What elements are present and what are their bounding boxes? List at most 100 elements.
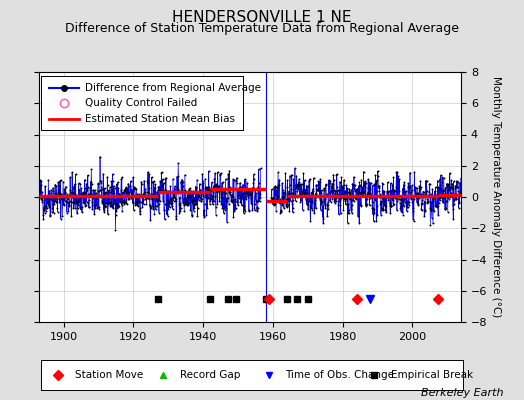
Point [111,196,119,202]
Point [193,205,202,211]
Point [212,181,221,187]
Point [190,196,198,203]
Text: Empirical Break: Empirical Break [391,370,473,380]
Point [378,207,386,214]
Point [343,195,351,201]
Point [191,201,199,207]
Point [439,199,447,206]
Point [407,196,415,202]
Point [412,191,421,197]
Point [200,207,208,213]
Point [212,212,220,218]
Point [125,194,133,201]
Point [54,183,63,189]
Point [425,189,433,196]
Point [445,186,454,193]
Point [242,188,250,194]
Point [79,189,88,196]
Point [281,191,289,198]
Point [340,177,348,183]
Point [214,184,222,190]
Point [134,198,142,205]
Point [46,213,54,220]
Point [455,200,464,206]
Point [144,185,152,192]
Point [199,192,207,198]
Point [294,181,303,187]
Point [391,194,399,200]
Point [220,189,228,195]
Text: HENDERSONVILLE 1 NE: HENDERSONVILLE 1 NE [172,10,352,25]
Point [37,182,46,188]
Point [183,191,192,198]
Point [225,201,233,208]
Point [307,205,315,211]
Point [275,182,283,188]
Point [311,196,319,203]
Point [127,186,135,192]
Point [138,192,146,198]
Point [80,176,89,183]
Point [132,200,140,207]
Point [347,206,355,212]
Point [334,187,342,193]
Point [362,202,370,209]
Point [221,176,230,182]
Point [305,198,314,204]
Text: Estimated Station Mean Bias: Estimated Station Mean Bias [85,114,235,124]
Point [415,183,423,189]
Point [241,176,249,182]
Point [154,184,162,190]
Text: Berkeley Earth: Berkeley Earth [421,388,503,398]
Point [361,180,369,186]
Point [371,197,379,204]
Point [397,197,406,203]
Point [95,191,103,198]
Point [307,195,315,202]
Point [230,208,238,214]
Point [97,194,106,200]
Point [451,184,459,191]
Point [409,216,417,222]
Point [247,191,256,197]
Point [326,190,335,196]
Point [313,187,322,194]
Point [355,220,363,226]
Point [284,202,292,208]
Point [316,206,325,213]
Point [362,180,370,186]
Point [347,186,355,193]
Point [278,180,286,186]
Point [116,194,124,200]
Point [180,202,188,208]
Point [82,198,91,205]
Point [344,201,353,207]
Point [191,198,200,204]
Point [312,182,321,188]
Point [318,198,326,204]
Point [294,178,303,185]
Point [397,208,405,214]
Point [82,180,91,187]
Point [443,180,451,187]
Point [158,181,167,188]
Point [133,199,141,205]
Point [361,183,369,190]
Point [228,199,236,206]
Point [429,193,438,199]
Point [424,192,433,198]
Point [286,182,294,188]
Point [343,186,352,192]
Point [188,212,196,218]
Point [138,196,147,202]
Point [37,195,45,202]
Point [400,179,408,186]
Point [287,190,296,196]
Point [450,200,458,207]
Point [105,187,113,193]
Point [356,182,364,188]
Point [377,205,386,211]
Point [221,198,230,204]
Point [452,191,461,197]
Point [406,189,414,196]
